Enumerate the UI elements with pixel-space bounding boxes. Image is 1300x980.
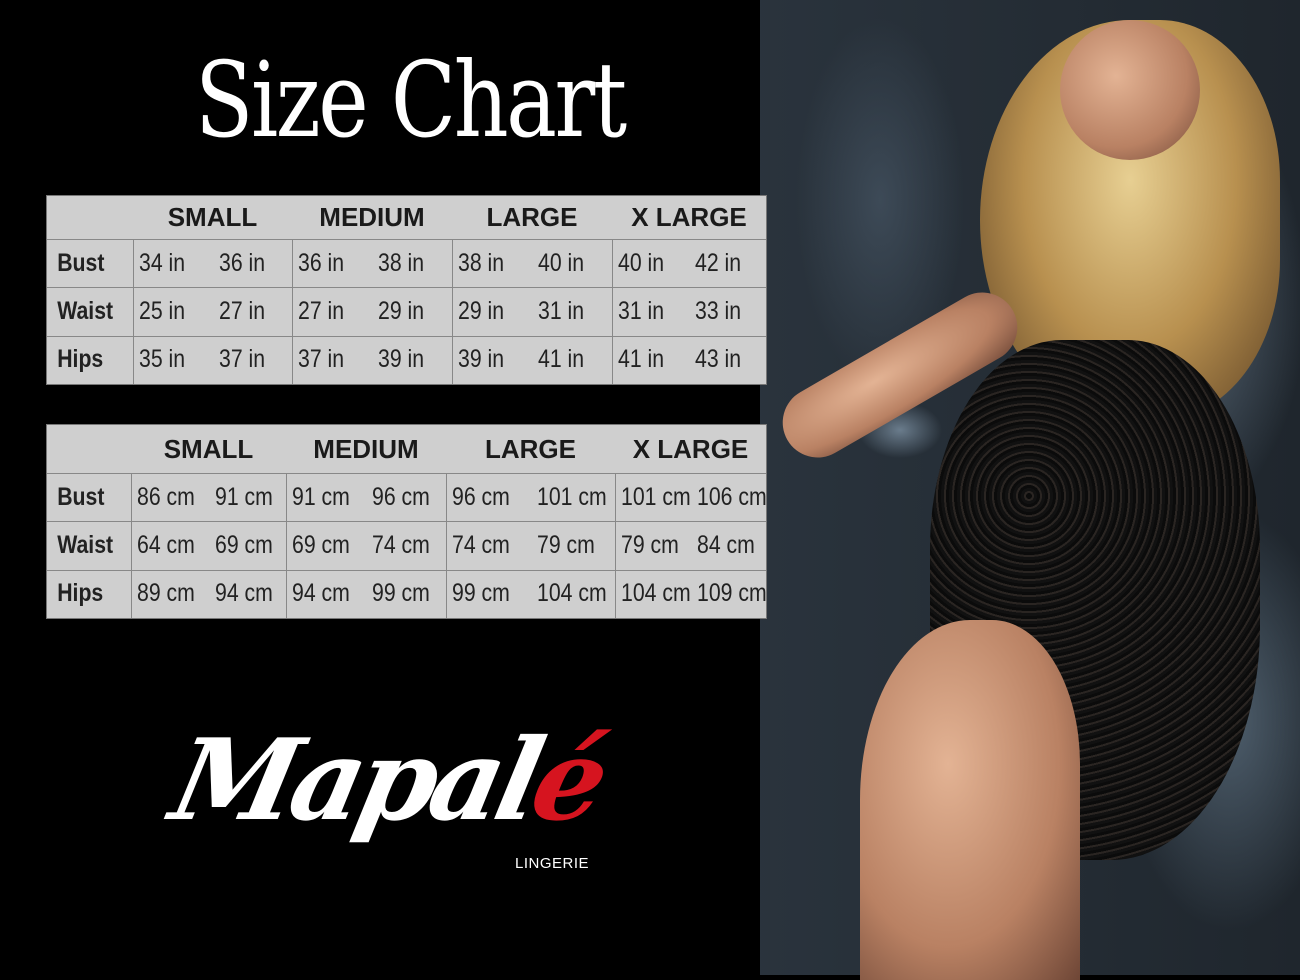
measurement-value: 94 cm [214, 579, 273, 608]
divider [47, 239, 766, 240]
size-header: X LARGE [631, 202, 747, 232]
divider [292, 239, 293, 384]
divider [446, 473, 447, 618]
size-header: LARGE [485, 433, 576, 464]
model-leg [860, 620, 1080, 980]
measurement-value: 104 cm [621, 579, 691, 608]
measurement-value: 43 in [695, 345, 742, 374]
measurement-value: 104 cm [536, 579, 607, 608]
measurement-value: 39 in [458, 345, 505, 374]
model-photo [760, 0, 1300, 980]
measurement-value: 33 in [695, 296, 742, 325]
measurement-value: 39 in [378, 345, 425, 374]
measurement-value: 101 cm [621, 482, 691, 511]
measurement-value: 41 in [618, 345, 665, 374]
page-title: Size Chart [195, 39, 627, 161]
row-label: Bust [57, 248, 105, 277]
measurement-value: 37 in [218, 345, 265, 374]
size-header: SMALL [167, 202, 258, 232]
size-header: SMALL [163, 433, 254, 464]
measurement-value: 35 in [139, 345, 186, 374]
row-label: Hips [57, 579, 104, 608]
row-label: Hips [57, 345, 104, 374]
measurement-value: 89 cm [137, 579, 195, 608]
divider [47, 569, 766, 571]
row-label: Bust [57, 482, 105, 511]
measurement-value: 109 cm [696, 579, 767, 608]
size-header: LARGE [486, 202, 578, 232]
divider [452, 239, 453, 384]
measurement-value: 34 in [139, 248, 186, 277]
measurement-value: 91 cm [292, 482, 350, 511]
measurement-value: 38 in [458, 248, 505, 277]
measurement-value: 84 cm [696, 530, 755, 559]
measurement-value: 91 cm [214, 482, 273, 511]
measurement-value: 25 in [139, 296, 186, 325]
measurement-value: 96 cm [452, 482, 510, 511]
size-table-cm: SMALL MEDIUM LARGE X LARGE Bust 86 cm 91 cm 91 … [46, 424, 767, 619]
divider [612, 239, 613, 384]
row-label: Waist [57, 296, 114, 325]
size-header: MEDIUM [313, 433, 419, 464]
measurement-value: 27 in [298, 296, 345, 325]
measurement-value: 101 cm [536, 482, 607, 511]
measurement-value: 36 in [298, 248, 345, 277]
measurement-value: 86 cm [137, 482, 195, 511]
brand-logo: Mapalé [161, 715, 615, 846]
measurement-value: 69 cm [214, 530, 273, 559]
measurement-value: 31 in [618, 296, 665, 325]
measurement-value: 74 cm [372, 530, 430, 559]
measurement-value: 29 in [458, 296, 505, 325]
measurement-value: 41 in [538, 345, 585, 374]
divider [47, 521, 766, 523]
size-header: MEDIUM [319, 202, 425, 232]
divider [286, 473, 287, 618]
measurement-value: 96 cm [372, 482, 430, 511]
divider [47, 335, 766, 337]
model-face [1060, 20, 1200, 160]
measurement-value: 74 cm [452, 530, 510, 559]
measurement-value: 79 cm [621, 530, 679, 559]
size-header: X LARGE [632, 433, 749, 464]
measurement-value: 99 cm [452, 579, 510, 608]
measurement-value: 69 cm [292, 530, 350, 559]
measurement-value: 38 in [378, 248, 425, 277]
measurement-value: 64 cm [137, 530, 195, 559]
measurement-value: 94 cm [292, 579, 350, 608]
measurement-value: 36 in [218, 248, 265, 277]
divider [131, 473, 132, 618]
measurement-value: 79 cm [536, 530, 595, 559]
divider [47, 473, 766, 474]
measurement-value: 27 in [218, 296, 265, 325]
measurement-value: 37 in [298, 345, 345, 374]
measurement-value: 31 in [538, 296, 585, 325]
measurement-value: 40 in [618, 248, 665, 277]
measurement-value: 99 cm [372, 579, 430, 608]
measurement-value: 40 in [538, 248, 585, 277]
measurement-value: 42 in [695, 248, 742, 277]
divider [47, 287, 766, 289]
brand-tagline: LINGERIE [515, 855, 590, 872]
size-table-inches: SMALL MEDIUM LARGE X LARGE Bust 34 in 36 in 36 … [46, 195, 767, 385]
row-label: Waist [57, 530, 114, 559]
divider [133, 239, 134, 384]
divider [615, 473, 616, 618]
measurement-value: 106 cm [696, 482, 767, 511]
measurement-value: 29 in [378, 296, 425, 325]
